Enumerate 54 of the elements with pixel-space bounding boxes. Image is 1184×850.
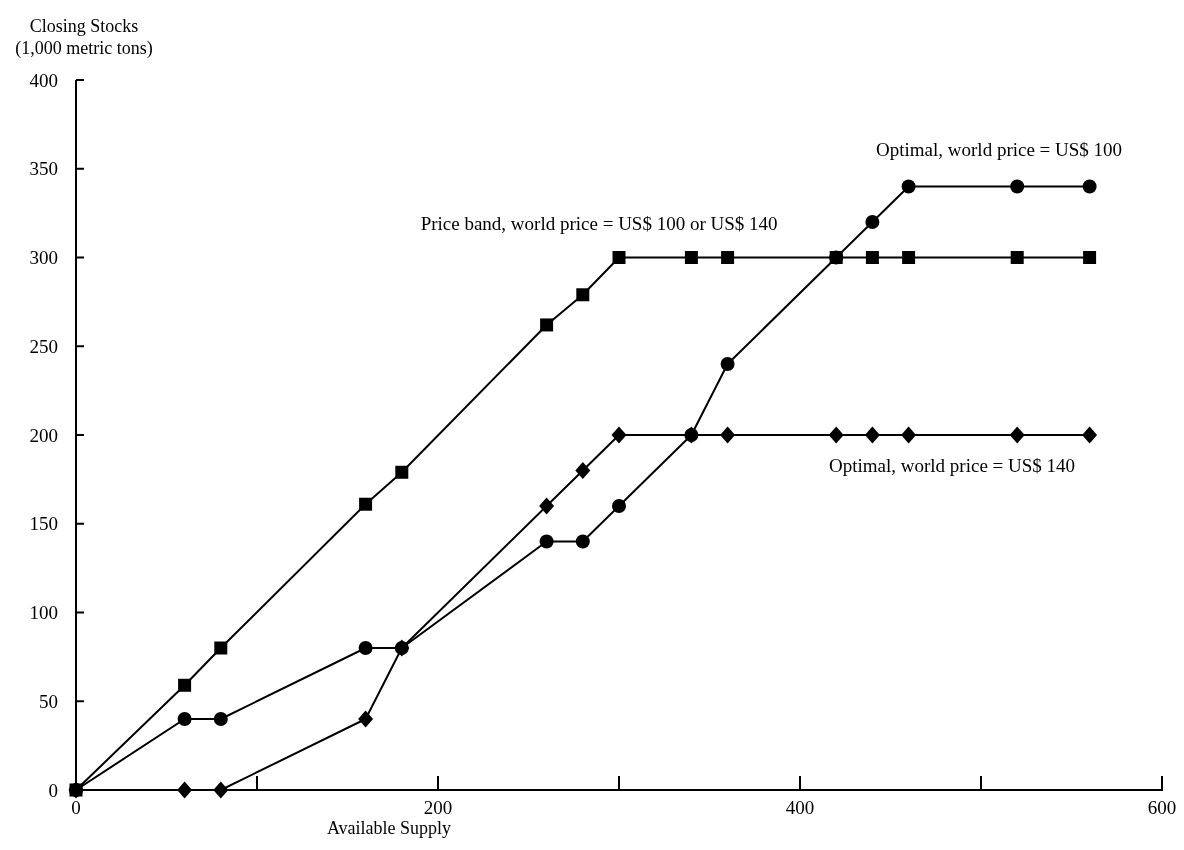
point (395, 465, 409, 479)
point (684, 251, 698, 264)
point (865, 251, 879, 264)
point (1010, 179, 1025, 194)
point (720, 357, 735, 371)
point (358, 710, 374, 728)
point (901, 426, 917, 444)
point (540, 318, 554, 332)
point (359, 497, 373, 511)
y-tick-label: 350 (29, 158, 58, 180)
point (1082, 426, 1098, 444)
point (612, 499, 626, 513)
point (358, 641, 373, 655)
y-tick-label: 150 (29, 513, 58, 535)
point (539, 534, 554, 549)
annotation: Optimal, world price = US$ 100 (876, 138, 1123, 160)
point (1010, 251, 1024, 264)
y-tick-label: 400 (29, 69, 58, 91)
x-axis-title: Available Supply (326, 818, 452, 838)
x-tick-label: 600 (1147, 797, 1177, 818)
y-axis-title: Closing Stocks (1,000 metric tons) (15, 16, 153, 59)
y-tick-label: 300 (29, 247, 58, 269)
point (1009, 426, 1025, 444)
point (1083, 251, 1097, 264)
point (177, 781, 193, 799)
point (901, 179, 916, 194)
point (902, 251, 916, 264)
y-tick-label: 0 (48, 779, 58, 801)
annotation: Price band, world price = US$ 100 or US$ 140 (420, 213, 778, 235)
y-tick-label: 50 (39, 690, 58, 712)
point (575, 462, 591, 479)
point (721, 251, 735, 264)
x-tick-label: 0 (71, 797, 81, 818)
point (213, 712, 228, 726)
annotation: Optimal, world price = US$ 140 (829, 454, 1076, 476)
point (539, 497, 555, 515)
point (828, 426, 844, 444)
point (720, 426, 736, 444)
point (611, 426, 627, 444)
y-tick-label: 250 (29, 335, 58, 357)
point (575, 534, 590, 549)
point (864, 426, 880, 444)
x-tick-label: 200 (423, 797, 453, 818)
y-tick-label: 200 (29, 424, 58, 446)
point (214, 641, 228, 655)
point (612, 251, 626, 264)
point (178, 678, 192, 692)
point (213, 781, 229, 799)
point (1082, 179, 1097, 194)
x-tick-label: 400 (785, 797, 815, 818)
point (177, 712, 192, 726)
point (865, 215, 880, 229)
y-tick-label: 100 (29, 602, 58, 624)
point (576, 288, 590, 302)
